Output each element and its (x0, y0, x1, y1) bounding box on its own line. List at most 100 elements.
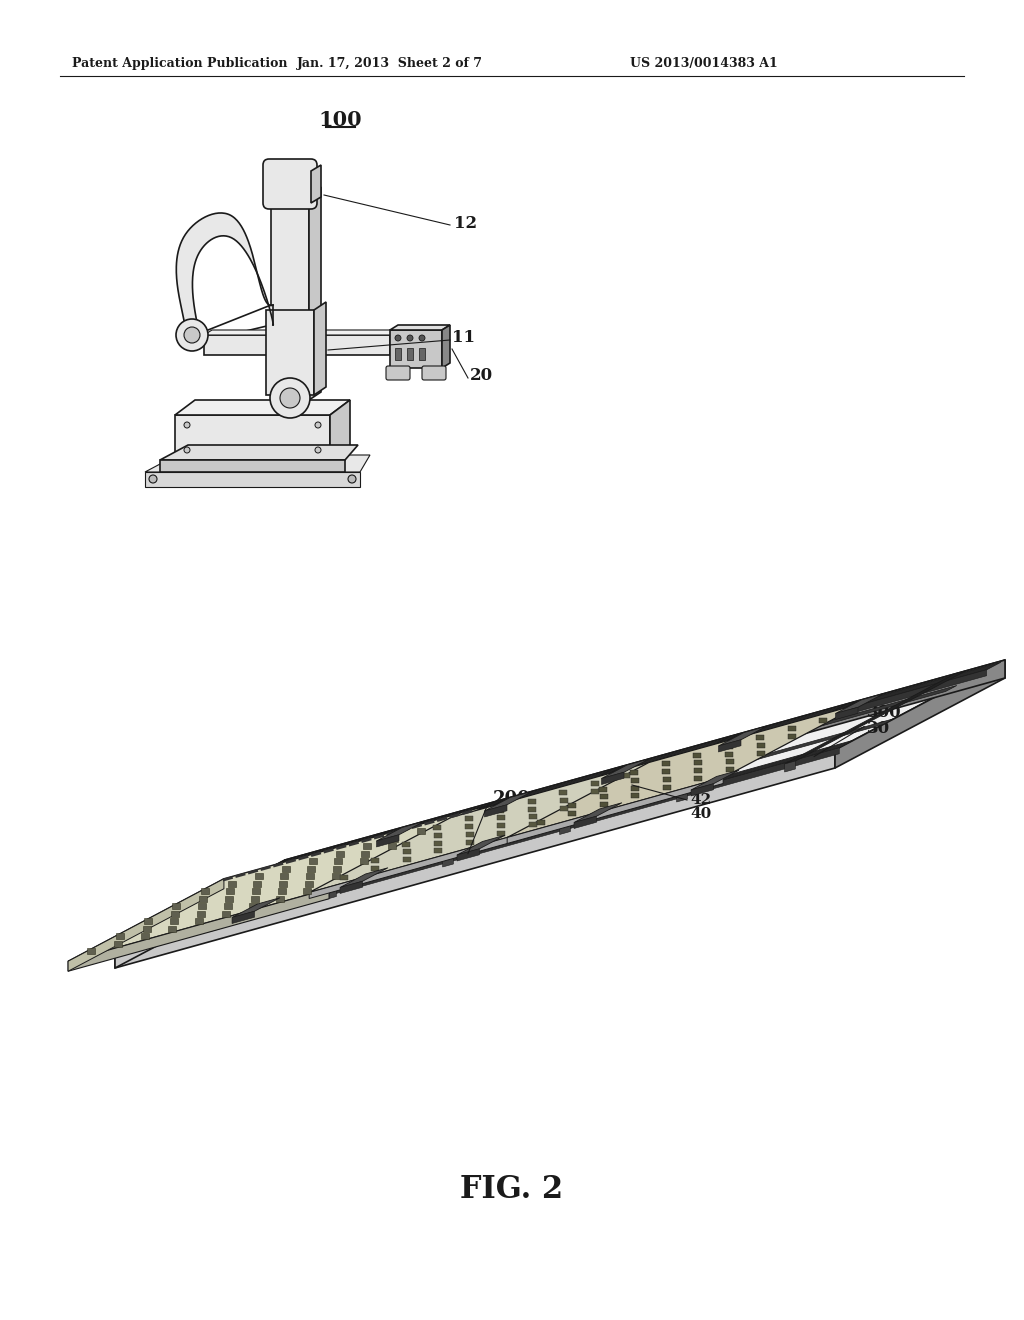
Bar (308, 858, 316, 865)
Bar (168, 925, 176, 932)
Bar (87, 948, 95, 954)
Bar (201, 888, 209, 894)
Bar (623, 772, 631, 777)
Bar (559, 789, 567, 795)
Polygon shape (145, 455, 370, 473)
Polygon shape (309, 187, 321, 400)
Bar (631, 785, 639, 791)
Polygon shape (68, 807, 485, 961)
Bar (694, 768, 702, 774)
Circle shape (184, 447, 190, 453)
Bar (757, 743, 765, 747)
Bar (304, 880, 312, 887)
Bar (227, 880, 236, 887)
Polygon shape (784, 671, 966, 764)
Polygon shape (484, 805, 507, 817)
Polygon shape (691, 771, 739, 789)
Polygon shape (601, 759, 649, 779)
Bar (466, 832, 473, 837)
Bar (116, 933, 124, 940)
Polygon shape (145, 473, 360, 487)
Bar (528, 799, 536, 804)
Text: 41: 41 (690, 777, 712, 791)
Text: US 2013/0014383 A1: US 2013/0014383 A1 (630, 58, 778, 70)
Bar (389, 836, 397, 842)
Bar (693, 760, 701, 766)
Polygon shape (266, 669, 986, 875)
Bar (359, 858, 368, 865)
Bar (434, 841, 442, 846)
Polygon shape (266, 663, 1000, 870)
Bar (141, 933, 150, 940)
Bar (144, 919, 152, 924)
FancyBboxPatch shape (386, 366, 410, 380)
Circle shape (150, 475, 157, 483)
Bar (725, 751, 733, 756)
Circle shape (184, 422, 190, 428)
Bar (225, 896, 232, 902)
Bar (560, 797, 567, 803)
Bar (529, 822, 537, 828)
Polygon shape (160, 459, 345, 473)
Bar (281, 874, 288, 879)
Text: 42: 42 (690, 793, 711, 807)
Bar (433, 825, 441, 830)
Bar (560, 805, 568, 810)
Polygon shape (314, 302, 326, 395)
Polygon shape (209, 832, 389, 924)
Bar (434, 833, 441, 838)
Bar (591, 789, 599, 795)
Polygon shape (559, 734, 740, 826)
Bar (725, 743, 733, 748)
Bar (222, 911, 230, 917)
Bar (223, 903, 231, 909)
Bar (757, 751, 765, 755)
Text: 100: 100 (318, 110, 361, 129)
Polygon shape (507, 777, 723, 843)
Text: 200: 200 (493, 789, 530, 808)
Bar (333, 866, 341, 871)
Bar (537, 820, 545, 825)
Bar (253, 880, 261, 887)
Bar (417, 828, 425, 834)
Bar (663, 770, 671, 774)
Bar (334, 858, 342, 865)
Bar (388, 843, 396, 849)
Polygon shape (691, 784, 714, 796)
Polygon shape (204, 335, 390, 355)
Bar (336, 851, 344, 857)
Polygon shape (326, 799, 507, 891)
Bar (255, 874, 262, 879)
Bar (465, 816, 473, 821)
Bar (251, 896, 259, 902)
Polygon shape (115, 660, 1005, 950)
Bar (600, 795, 607, 799)
Polygon shape (176, 213, 273, 341)
Circle shape (315, 447, 321, 453)
Bar (591, 781, 599, 787)
Circle shape (184, 327, 200, 343)
Text: 20: 20 (470, 367, 494, 384)
Bar (465, 824, 473, 829)
Polygon shape (601, 772, 624, 784)
Polygon shape (719, 739, 741, 752)
Bar (196, 919, 203, 924)
Polygon shape (115, 750, 835, 968)
Bar (226, 888, 234, 894)
Bar (361, 851, 370, 857)
Text: 11: 11 (452, 329, 475, 346)
Bar (395, 348, 401, 360)
Bar (600, 803, 608, 807)
Bar (407, 348, 413, 360)
Bar (631, 770, 638, 775)
Bar (694, 776, 702, 780)
Polygon shape (309, 830, 535, 899)
Polygon shape (160, 445, 358, 459)
Bar (528, 814, 537, 820)
Polygon shape (119, 741, 853, 948)
Bar (276, 896, 285, 902)
Polygon shape (175, 400, 350, 414)
Polygon shape (836, 694, 884, 714)
Bar (568, 810, 577, 816)
Polygon shape (377, 821, 425, 841)
